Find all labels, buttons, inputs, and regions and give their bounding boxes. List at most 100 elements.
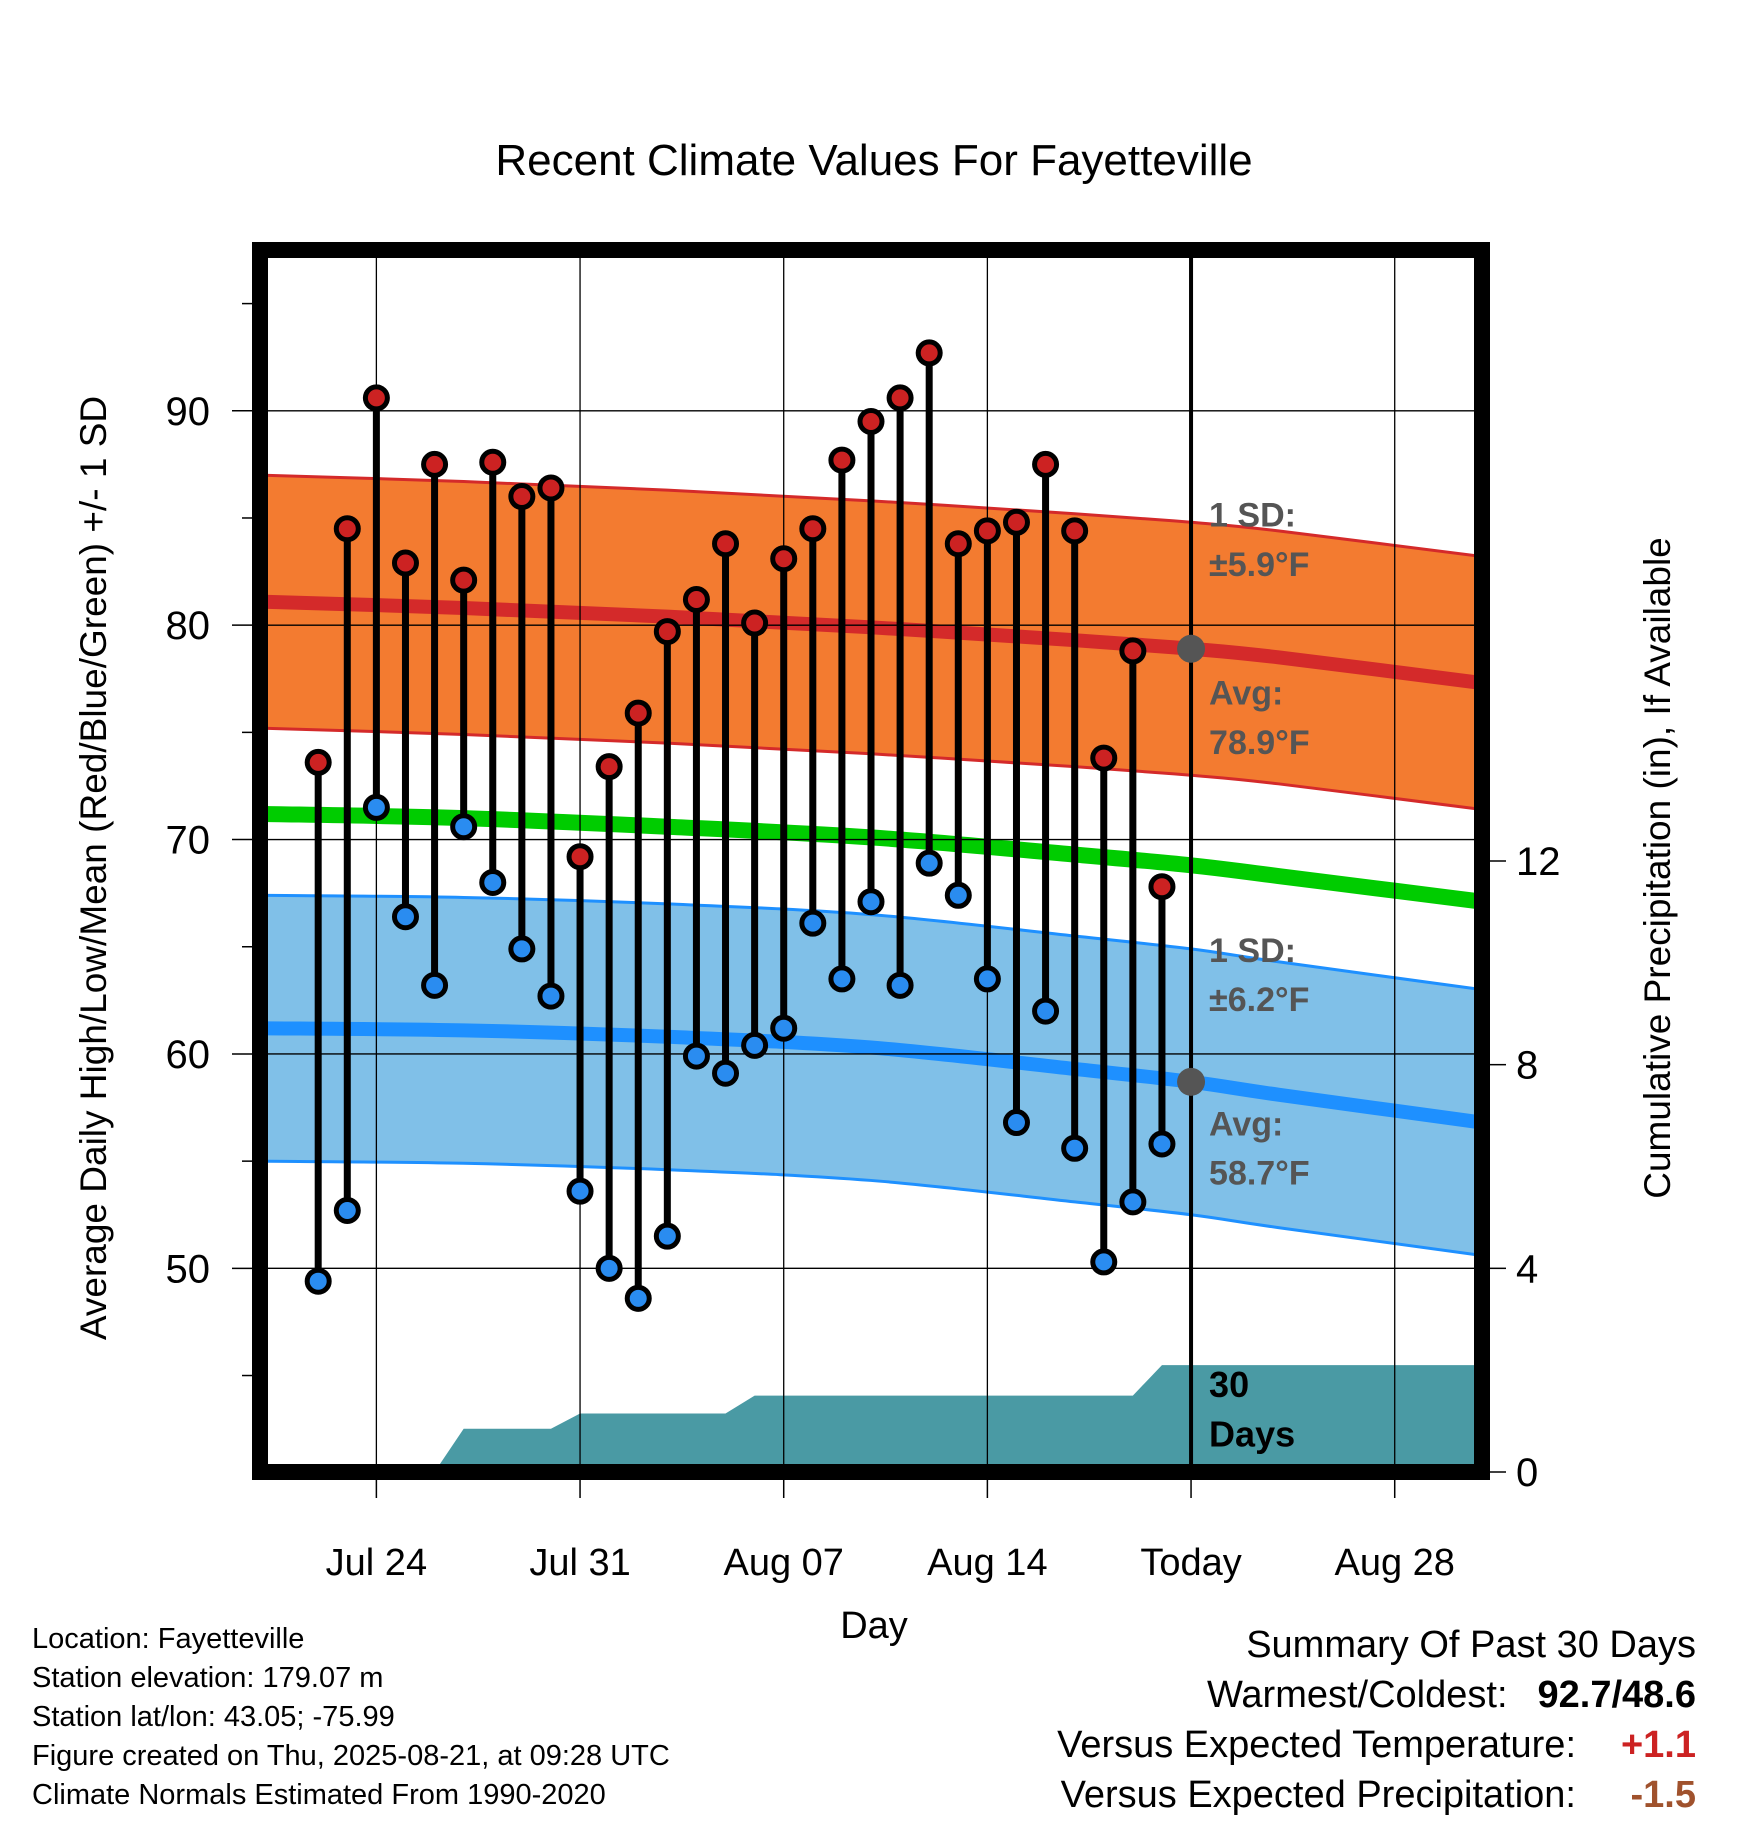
precip-value: -1.5 <box>1630 1774 1696 1816</box>
daily-low-point <box>770 1014 798 1042</box>
temp-label: Versus Expected Temperature: <box>1057 1724 1576 1766</box>
daily-high-point <box>770 545 798 573</box>
daily-low-point <box>915 849 943 877</box>
daily-low-point <box>566 1177 594 1205</box>
daily-high-point <box>362 384 390 412</box>
daily-high-point <box>537 474 565 502</box>
daily-high-point <box>886 384 914 412</box>
daily-low-point <box>712 1059 740 1087</box>
high-normal-line <box>260 594 1482 691</box>
daily-low-point <box>595 1254 623 1282</box>
warmest-value: 92.7/48.6 <box>1537 1674 1696 1716</box>
daily-high-point <box>799 515 827 543</box>
y2-tick-label: 12 <box>1516 840 1561 884</box>
y-tick-label: 80 <box>166 604 211 648</box>
daily-high-point <box>508 483 536 511</box>
x-tick-label: Aug 07 <box>723 1542 843 1584</box>
daily-high-point <box>566 843 594 871</box>
summary-temp-row: Versus Expected Temperature: +1.1 <box>1057 1720 1696 1770</box>
daily-low-point <box>857 888 885 916</box>
high-avg-value: 78.9°F <box>1209 724 1310 762</box>
low-sd-band <box>260 895 1482 1256</box>
daily-high-point <box>333 515 361 543</box>
today-high-avg-marker <box>1177 634 1206 663</box>
daily-low-point <box>1002 1109 1030 1137</box>
x-axis-label: Day <box>840 1605 908 1647</box>
daily-high-point <box>1061 517 1089 545</box>
high-sd-value: ±5.9°F <box>1209 546 1309 584</box>
summary-warmest-row: Warmest/Coldest: 92.7/48.6 <box>1057 1670 1696 1720</box>
summary-title: Summary Of Past 30 Days <box>1246 1624 1696 1666</box>
daily-low-point <box>479 868 507 896</box>
low-sd-label-line1: 1 SD: <box>1209 932 1296 970</box>
low-sd-upper-edge <box>260 893 1482 992</box>
daily-high-point <box>741 609 769 637</box>
x-tick-label: Today <box>1140 1542 1241 1584</box>
station-info: Location: Fayetteville Station elevation… <box>32 1620 670 1815</box>
daily-low-point <box>537 982 565 1010</box>
low-avg-value: 58.7°F <box>1209 1155 1310 1193</box>
x-tick-label: Jul 31 <box>529 1542 630 1584</box>
y-tick-label: 60 <box>166 1033 211 1077</box>
daily-low-point <box>799 909 827 937</box>
summary-panel: Summary Of Past 30 Days Warmest/Coldest:… <box>1057 1620 1696 1820</box>
daily-high-point <box>712 530 740 558</box>
low-sd-value: ±6.2°F <box>1209 981 1309 1019</box>
y-axis-label: Average Daily High/Low/Mean (Red/Blue/Gr… <box>73 396 114 1340</box>
daily-low-point <box>682 1042 710 1070</box>
daily-high-point <box>391 549 419 577</box>
precip-label: Versus Expected Precipitation: <box>1060 1774 1576 1816</box>
y2-axis-label: Cumulative Precipitation (in), If Availa… <box>1637 537 1678 1199</box>
today-low-avg-marker <box>1177 1067 1206 1096</box>
low-sd-lower-edge <box>260 1159 1482 1257</box>
high-sd-lower-edge <box>260 726 1482 812</box>
y2-tick-label: 0 <box>1516 1451 1538 1495</box>
daily-high-point <box>915 339 943 367</box>
daily-low-point <box>333 1196 361 1224</box>
daily-low-point <box>624 1284 652 1312</box>
daily-low-point <box>362 793 390 821</box>
daily-low-point <box>1061 1134 1089 1162</box>
summary-precip-row: Versus Expected Precipitation: -1.5 <box>1057 1770 1696 1820</box>
daily-low-point <box>973 965 1001 993</box>
daily-high-point <box>1002 508 1030 536</box>
created-text: Figure created on Thu, 2025-08-21, at 09… <box>32 1740 670 1772</box>
daily-low-point <box>1032 997 1060 1025</box>
daily-high-point <box>828 446 856 474</box>
daily-high-point <box>304 748 332 776</box>
daily-high-point <box>450 566 478 594</box>
elevation-text: Station elevation: 179.07 m <box>32 1662 384 1694</box>
low-avg-label-line1: Avg: <box>1209 1105 1283 1143</box>
daily-high-point <box>944 530 972 558</box>
daily-high-point <box>624 699 652 727</box>
x-tick-label: Jul 24 <box>326 1542 427 1584</box>
y-tick-label: 50 <box>166 1247 211 1291</box>
high-sd-label-line1: 1 SD: <box>1209 497 1296 535</box>
daily-high-point <box>653 618 681 646</box>
daily-high-point <box>682 585 710 613</box>
daily-low-point <box>1090 1248 1118 1276</box>
daily-high-point <box>1090 744 1118 772</box>
days-label-line1: 30 <box>1209 1364 1249 1405</box>
plot-area: 1 SD: ±5.9°F Avg: 78.9°F 1 SD: ±6.2°F Avg: 58.7… <box>166 242 1561 1584</box>
plot-frame <box>252 242 1490 1480</box>
daily-low-point <box>1148 1130 1176 1158</box>
warmest-label: Warmest/Coldest: <box>1206 1674 1508 1716</box>
daily-high-point <box>973 517 1001 545</box>
days-label-line2: Days <box>1209 1413 1295 1454</box>
y2-tick-label: 4 <box>1516 1247 1538 1291</box>
x-tick-label: Aug 28 <box>1334 1542 1454 1584</box>
daily-high-point <box>595 753 623 781</box>
daily-low-point <box>741 1031 769 1059</box>
y2-tick-label: 8 <box>1516 1044 1538 1088</box>
daily-high-point <box>1148 873 1176 901</box>
x-tick-label: Aug 14 <box>927 1542 1047 1584</box>
plot-clipped-layer <box>260 473 1482 1472</box>
daily-low-point <box>828 965 856 993</box>
low-normal-line <box>260 1021 1482 1130</box>
daily-high-point <box>421 450 449 478</box>
daily-low-point <box>1119 1188 1147 1216</box>
daily-low-point <box>886 971 914 999</box>
high-sd-upper-edge <box>260 473 1482 559</box>
